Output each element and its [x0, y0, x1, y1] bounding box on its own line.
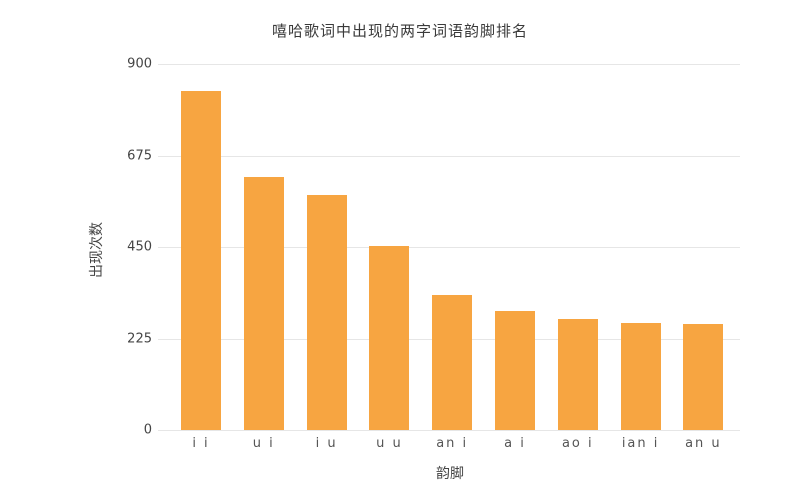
- gridline: [158, 155, 740, 157]
- x-tick-label: ao i: [561, 436, 594, 451]
- x-tick-label: u i: [252, 436, 275, 451]
- bar: [432, 295, 473, 430]
- y-tick-label: 225: [127, 331, 152, 346]
- x-tick-label: u u: [376, 436, 403, 451]
- x-tick-label: ian i: [621, 436, 660, 451]
- bar: [620, 323, 661, 430]
- gridline: [158, 64, 740, 65]
- gridline: [158, 247, 740, 248]
- x-tick-label: an u: [685, 436, 722, 451]
- bar: [306, 194, 347, 430]
- bar: [557, 318, 598, 430]
- bar: [243, 177, 284, 430]
- bar: [181, 90, 221, 430]
- y-tick-label: 0: [143, 422, 152, 438]
- x-axis-label: 韵脚: [436, 466, 464, 482]
- x-tick-label: i u: [315, 436, 338, 451]
- x-tick-label: an i: [436, 436, 469, 451]
- plot-area: 0 225 450 675 900 i i u i i u u u an i a i ao i ian …: [127, 57, 740, 451]
- x-tick-label: a i: [504, 436, 526, 451]
- y-tick-label: 900: [127, 56, 152, 72]
- bar: [495, 310, 535, 430]
- chart-title: 嘻哈歌词中出现的两字词语韵脚排名: [271, 22, 528, 40]
- x-tick-label: i i: [192, 436, 210, 451]
- bar: [683, 323, 724, 430]
- bar: [369, 246, 410, 430]
- y-tick-label: 450: [127, 239, 152, 255]
- y-tick-label: 675: [127, 148, 152, 163]
- gridline: [158, 430, 740, 431]
